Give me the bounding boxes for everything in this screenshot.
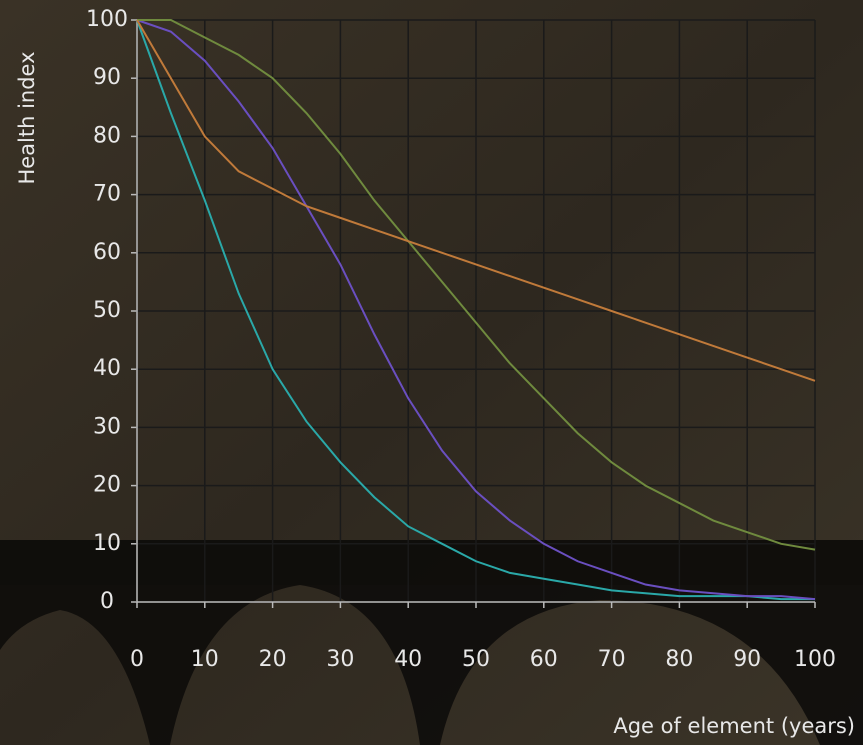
x-tick-label: 30 (326, 647, 354, 672)
page: Health index Age of element (years) 0 10 2… (0, 0, 863, 745)
x-tick-label: 10 (191, 647, 219, 672)
x-tick-label: 70 (598, 647, 626, 672)
y-tick-label: 70 (93, 182, 121, 207)
x-tick-label: 20 (259, 647, 287, 672)
y-tick-label: 90 (93, 65, 121, 90)
x-tick-label: 40 (394, 647, 422, 672)
x-tick-label: 50 (462, 647, 490, 672)
chart: Health index Age of element (years) 0 10 2… (0, 0, 863, 745)
x-axis-title: Age of element (years) (613, 714, 855, 738)
x-tick-label: 0 (130, 647, 144, 672)
x-tick-label: 90 (733, 647, 761, 672)
y-tick-label: 50 (93, 298, 121, 323)
y-tick-label: 80 (93, 123, 121, 148)
x-tick-label: 100 (794, 647, 836, 672)
y-tick-label: 10 (93, 531, 121, 556)
x-tick-label: 60 (530, 647, 558, 672)
y-axis-title: Health index (15, 51, 39, 184)
y-tick-label: 40 (93, 356, 121, 381)
y-tick-label: 100 (86, 7, 128, 32)
y-tick-label: 30 (93, 414, 121, 439)
y-tick-label: 60 (93, 240, 121, 265)
y-tick-label: 20 (93, 473, 121, 498)
x-tick-label: 80 (665, 647, 693, 672)
y-tick-label: 0 (100, 589, 114, 614)
